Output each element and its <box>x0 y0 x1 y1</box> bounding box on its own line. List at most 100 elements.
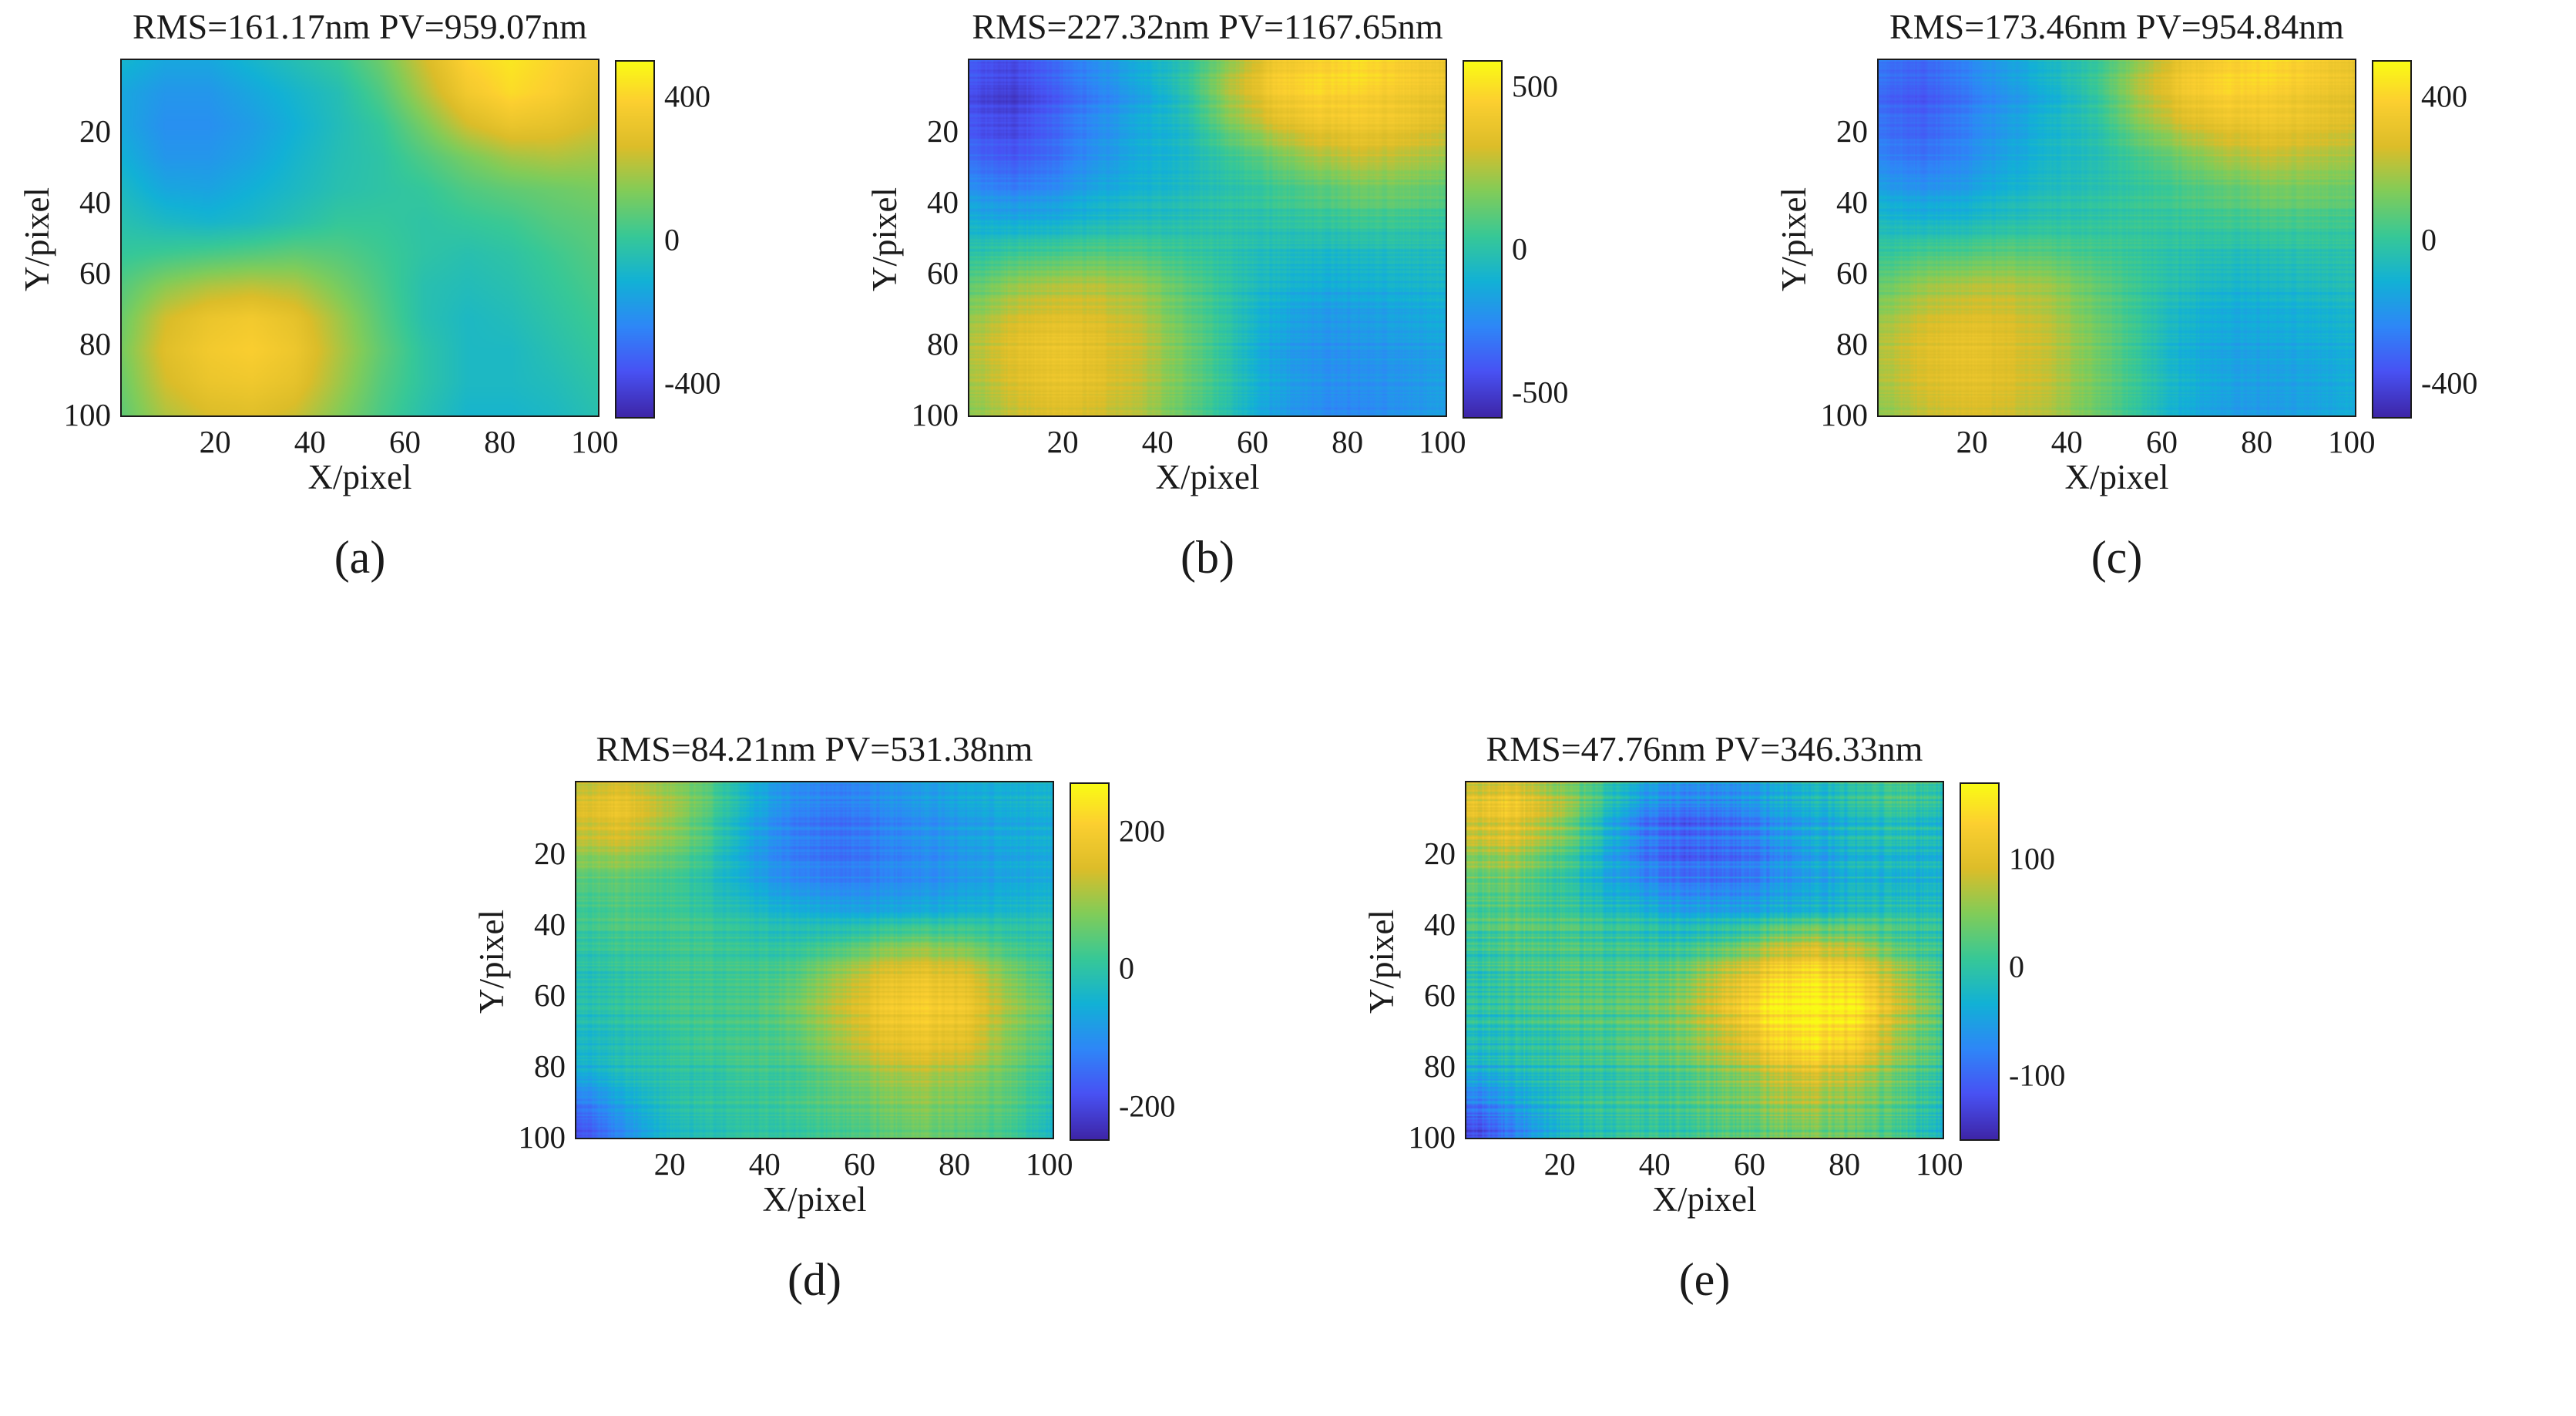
x-axis-label: X/pixel <box>2064 458 2169 496</box>
colorbar: 100 0 -100 <box>1960 782 2065 1141</box>
x-tick-label: 80 <box>2241 424 2273 459</box>
x-tick-label: 80 <box>1829 1146 1861 1182</box>
x-axis-label: X/pixel <box>1155 458 1260 496</box>
y-axis-label: Y/pixel <box>1775 187 1813 291</box>
y-tick-label: 20 <box>534 836 566 872</box>
colorbar-tick-label: -100 <box>2009 1058 2066 1093</box>
x-axis-ticks: 20 40 60 80 100 <box>968 417 1466 459</box>
subplot-caption: (d) <box>788 1254 841 1305</box>
colorbar-canvas <box>1070 782 1110 1141</box>
y-tick-label: 80 <box>1424 1048 1456 1085</box>
y-axis-ticks: 20 40 60 80 100 <box>906 60 968 432</box>
colorbar-tick-label: 400 <box>664 79 710 113</box>
y-tick-label: 40 <box>1836 184 1868 220</box>
colorbar-tick-label: 400 <box>2421 79 2467 113</box>
plot-title: RMS=47.76nm PV=346.33nm <box>1486 729 1923 769</box>
x-axis-label: X/pixel <box>1652 1180 1757 1219</box>
y-tick-label: 80 <box>534 1048 566 1085</box>
x-tick-label: 60 <box>1733 1146 1765 1182</box>
x-axis-label: X/pixel <box>307 458 412 496</box>
x-tick-label: 40 <box>294 424 326 459</box>
y-tick-label: 80 <box>1836 326 1868 362</box>
y-tick-label: 60 <box>1836 255 1868 291</box>
x-tick-label: 60 <box>843 1146 875 1182</box>
heatmap-plot <box>1877 59 2356 417</box>
x-tick-label: 80 <box>939 1146 971 1182</box>
y-axis-label: Y/pixel <box>472 910 511 1014</box>
y-axis-ticks: 20 40 60 80 100 <box>1403 782 1465 1155</box>
y-axis-label: Y/pixel <box>18 187 56 291</box>
plot-title: RMS=84.21nm PV=531.38nm <box>596 729 1033 769</box>
colorbar-canvas <box>1960 782 2000 1141</box>
colorbar: 400 0 -400 <box>615 60 720 419</box>
colorbar-tick-label: 200 <box>1119 813 1165 849</box>
x-axis-ticks: 20 40 60 80 100 <box>1465 1139 1963 1182</box>
y-tick-label: 20 <box>927 113 959 150</box>
y-tick-label: 20 <box>79 113 111 150</box>
x-tick-label: 20 <box>199 424 231 459</box>
colorbar-tick-label: -500 <box>1512 375 1569 410</box>
y-tick-label: 100 <box>1408 1119 1456 1155</box>
heatmap-canvas <box>1466 782 1943 1138</box>
y-tick-label: 20 <box>1424 836 1456 872</box>
plot-title: RMS=227.32nm PV=1167.65nm <box>972 7 1443 46</box>
colorbar-tick-label: 100 <box>2009 841 2055 876</box>
plot-title: RMS=173.46nm PV=954.84nm <box>1889 7 2344 46</box>
x-tick-label: 60 <box>388 424 421 459</box>
colorbar-tick-label: -400 <box>664 365 721 400</box>
heatmap-canvas <box>1879 60 2355 415</box>
x-axis-ticks: 20 40 60 80 100 <box>575 1139 1073 1182</box>
x-axis-label: X/pixel <box>762 1180 867 1219</box>
x-tick-label: 20 <box>1956 424 1988 459</box>
x-tick-label: 20 <box>1543 1146 1576 1182</box>
heatmap-plot <box>968 59 1447 417</box>
y-axis-ticks: 20 40 60 80 100 <box>59 60 120 432</box>
x-tick-label: 100 <box>1916 1146 1963 1182</box>
subplot-e: Y/pixel 20 40 60 80 100 RMS=47.76nm PV=3… <box>1360 728 2065 1307</box>
y-tick-label: 60 <box>534 977 566 1014</box>
x-axis-ticks: 20 40 60 80 100 <box>120 417 619 459</box>
y-tick-label: 100 <box>63 397 112 433</box>
y-tick-label: 100 <box>1820 397 1869 433</box>
y-tick-label: 100 <box>518 1119 566 1155</box>
colorbar-tick-label: -400 <box>2421 365 2478 400</box>
subplot-a: Y/pixel 20 40 60 80 100 RMS=161.17nm PV=… <box>15 6 720 584</box>
colorbar-canvas <box>1463 60 1503 419</box>
x-tick-label: 60 <box>2145 424 2178 459</box>
x-tick-label: 20 <box>1046 424 1079 459</box>
y-tick-label: 40 <box>1424 906 1456 943</box>
x-tick-label: 40 <box>1141 424 1174 459</box>
subplot-c: Y/pixel 20 40 60 80 100 RMS=173.46nm PV=… <box>1772 6 2477 584</box>
y-tick-label: 60 <box>927 255 959 291</box>
y-tick-label: 40 <box>534 906 566 943</box>
colorbar-tick-label: 0 <box>2421 222 2437 257</box>
subplot-caption: (c) <box>2091 532 2143 583</box>
heatmap-plot <box>575 781 1054 1139</box>
heatmap-plot <box>1465 781 1944 1139</box>
x-axis-ticks: 20 40 60 80 100 <box>1877 417 2376 459</box>
colorbar-tick-label: 500 <box>1512 69 1558 104</box>
y-axis-label: Y/pixel <box>865 187 904 291</box>
y-tick-label: 100 <box>911 397 959 433</box>
colorbar-tick-label: 0 <box>1119 950 1134 986</box>
y-tick-label: 60 <box>79 255 111 291</box>
x-tick-label: 40 <box>1638 1146 1671 1182</box>
subplot-caption: (a) <box>334 532 386 583</box>
x-tick-label: 60 <box>1236 424 1268 459</box>
heatmap-canvas <box>122 60 598 415</box>
y-axis-ticks: 20 40 60 80 100 <box>1815 60 1877 432</box>
colorbar-tick-label: 0 <box>664 222 680 257</box>
colorbar: 400 0 -400 <box>2372 60 2477 419</box>
y-tick-label: 40 <box>79 184 111 220</box>
y-tick-label: 20 <box>1836 113 1868 150</box>
x-tick-label: 100 <box>2328 424 2376 459</box>
y-axis-label: Y/pixel <box>1362 910 1401 1014</box>
x-tick-label: 80 <box>484 424 516 459</box>
y-tick-label: 60 <box>1424 977 1456 1014</box>
x-tick-label: 100 <box>1419 424 1466 459</box>
x-tick-label: 80 <box>1332 424 1364 459</box>
heatmap-plot <box>120 59 599 417</box>
colorbar-canvas <box>2372 60 2412 419</box>
colorbar-canvas <box>615 60 655 419</box>
